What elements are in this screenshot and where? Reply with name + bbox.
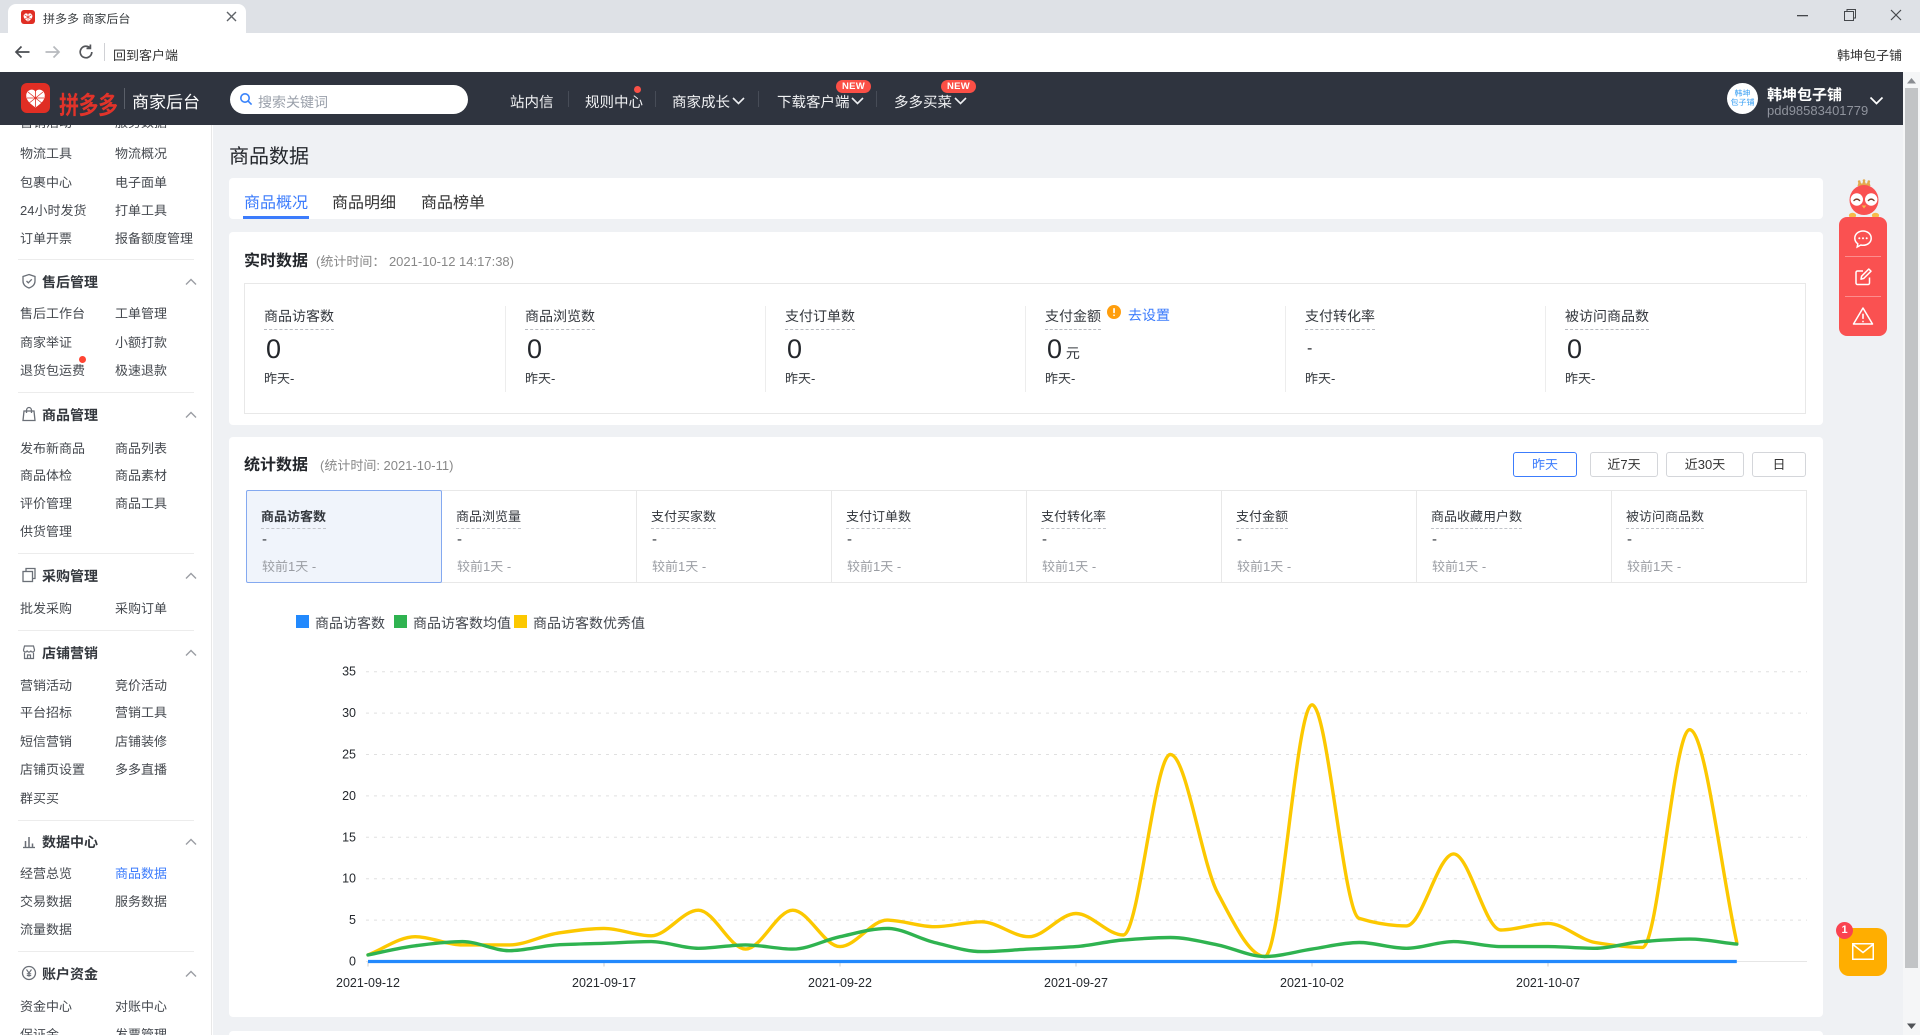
svg-text:5: 5	[349, 913, 356, 927]
svg-text:0: 0	[349, 955, 356, 969]
svg-text:35: 35	[342, 665, 356, 679]
svg-text:2021-09-17: 2021-09-17	[572, 976, 636, 990]
svg-text:2021-09-27: 2021-09-27	[1044, 976, 1108, 990]
svg-text:15: 15	[342, 830, 356, 844]
svg-text:2021-10-02: 2021-10-02	[1280, 976, 1344, 990]
svg-text:20: 20	[342, 789, 356, 803]
svg-text:2021-09-22: 2021-09-22	[808, 976, 872, 990]
svg-text:10: 10	[342, 872, 356, 886]
svg-text:2021-10-07: 2021-10-07	[1516, 976, 1580, 990]
svg-text:25: 25	[342, 748, 356, 762]
svg-text:30: 30	[342, 706, 356, 720]
svg-text:2021-09-12: 2021-09-12	[336, 976, 400, 990]
